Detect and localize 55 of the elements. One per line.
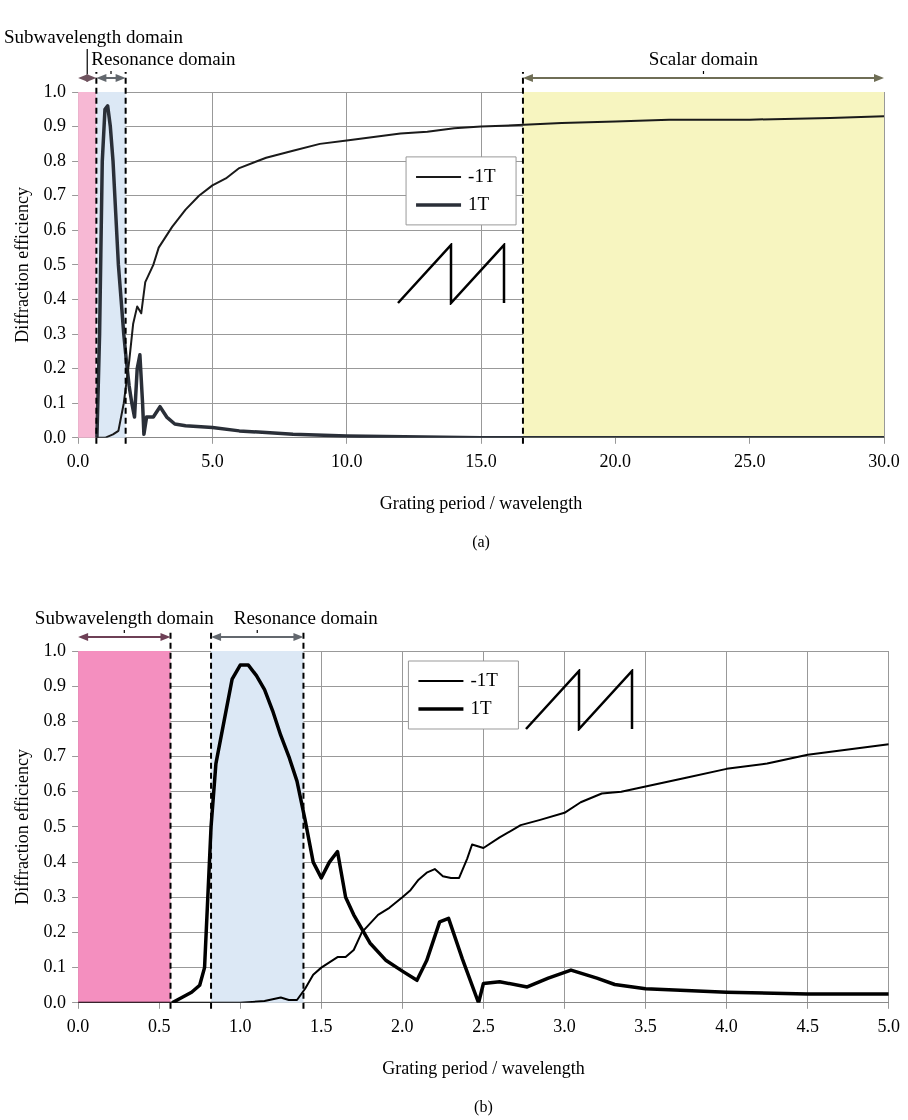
y-axis-title: Diffraction efficiency <box>11 187 32 343</box>
y-tick-label: 0.5 <box>43 253 67 274</box>
x-tick-label: 3.0 <box>553 1016 576 1037</box>
legend-label: -1T <box>470 668 499 690</box>
x-tick-label: 10.0 <box>330 451 363 472</box>
band-label: Resonance domain <box>233 606 379 628</box>
y-tick-label: 0.5 <box>43 815 67 836</box>
band-label: Subwavelength domain <box>34 606 215 628</box>
y-tick-label: 0.3 <box>43 322 67 343</box>
y-tick-label: 0.2 <box>43 357 67 378</box>
y-tick-label: 0.0 <box>43 426 67 447</box>
x-tick-label: 0.0 <box>66 451 90 472</box>
y-tick-label: 0.8 <box>43 149 67 170</box>
x-tick-label: 1.5 <box>310 1016 333 1037</box>
y-tick-label: 0.6 <box>43 780 67 801</box>
band-label: Resonance domain <box>91 47 236 69</box>
x-tick-label: 5.0 <box>201 451 224 472</box>
x-tick-label: 5.0 <box>877 1016 900 1037</box>
legend-label: -1T <box>468 164 496 186</box>
x-tick-label: 1.0 <box>228 1016 252 1037</box>
y-tick-label: 0.3 <box>43 885 67 906</box>
x-tick-label: 2.0 <box>391 1016 414 1037</box>
y-tick-label: 0.8 <box>43 710 67 731</box>
x-tick-label: 3.5 <box>634 1016 657 1037</box>
y-tick-label: 0.7 <box>43 745 67 766</box>
y-tick-label: 0.7 <box>43 184 67 205</box>
y-tick-label: 1.0 <box>43 639 67 660</box>
y-tick-label: 0.4 <box>43 288 67 309</box>
band-label: Subwavelength domain <box>4 25 184 47</box>
y-tick-label: 0.4 <box>43 850 67 871</box>
text: (a) <box>472 533 490 552</box>
y-axis-title: Diffraction efficiency <box>11 749 32 905</box>
x-tick-label: 25.0 <box>733 451 766 472</box>
x-axis-title: Grating period / wavelength <box>379 492 583 513</box>
y-tick-label: 0.1 <box>43 391 67 412</box>
text: (b) <box>474 1098 493 1117</box>
legend-label: 1T <box>470 696 492 718</box>
x-tick-label: 20.0 <box>599 451 632 472</box>
x-tick-label: 0.0 <box>66 1016 90 1037</box>
y-tick-label: 1.0 <box>43 80 67 101</box>
x-tick-label: 2.5 <box>472 1016 495 1037</box>
x-tick-label: 0.5 <box>147 1016 171 1037</box>
x-axis-title: Grating period / wavelength <box>382 1057 585 1078</box>
legend-label: 1T <box>468 192 490 214</box>
y-tick-label: 0.0 <box>43 991 67 1012</box>
x-tick-label: 4.0 <box>715 1016 738 1037</box>
y-tick-label: 0.6 <box>43 219 67 240</box>
y-tick-label: 0.1 <box>43 956 67 977</box>
y-tick-label: 0.9 <box>43 674 67 695</box>
x-tick-label: 15.0 <box>465 451 497 472</box>
x-tick-label: 4.5 <box>796 1016 819 1037</box>
y-tick-label: 0.9 <box>43 115 67 136</box>
y-tick-label: 0.2 <box>43 921 67 942</box>
band-label: Scalar domain <box>648 47 759 69</box>
x-tick-label: 30.0 <box>868 451 900 472</box>
